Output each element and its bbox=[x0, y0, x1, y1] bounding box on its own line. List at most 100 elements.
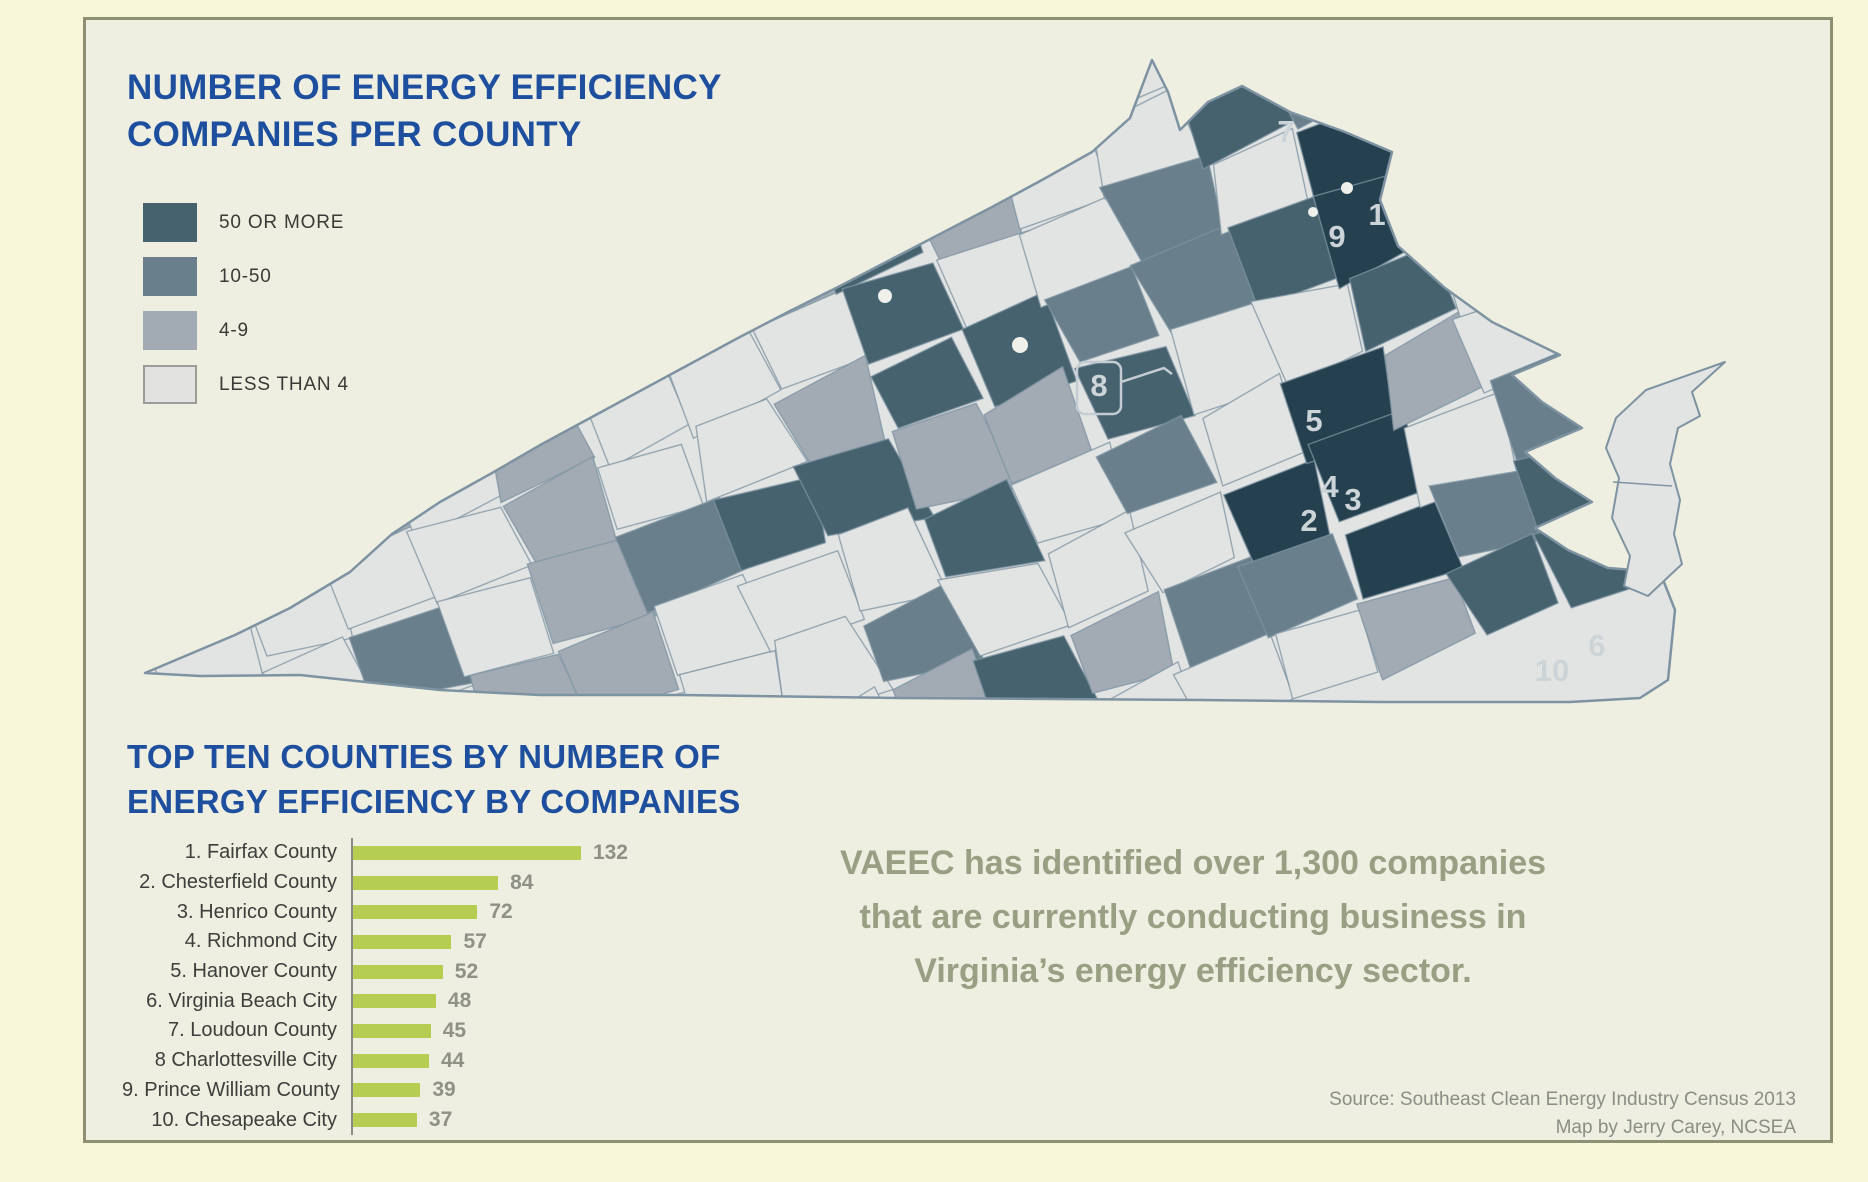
map-label-1: 1 bbox=[1368, 197, 1385, 232]
bar-track: 132 bbox=[351, 838, 628, 868]
map-label-7: 7 bbox=[1277, 114, 1294, 149]
city-speck bbox=[878, 289, 892, 303]
county-cell bbox=[1717, 447, 1740, 543]
county-cell bbox=[678, 649, 788, 702]
bar-row: 10. Chesapeake City 37 bbox=[122, 1105, 628, 1135]
county-cell bbox=[187, 174, 324, 281]
county-cell bbox=[148, 352, 276, 449]
virginia-choropleth-map: 7 1 9 8 5 4 3 2 6 10 bbox=[143, 50, 1740, 710]
bar-category-label: 2. Chesterfield County bbox=[139, 871, 337, 894]
callout-text: VAEEC has identified over 1,300 companie… bbox=[835, 836, 1551, 998]
county-cell bbox=[519, 60, 643, 68]
bar-category-label: 1. Fairfax County bbox=[184, 841, 337, 864]
county-cell bbox=[247, 63, 382, 162]
county-cell bbox=[1249, 282, 1364, 389]
credit-line: Map by Jerry Carey, NCSEA bbox=[1555, 1117, 1796, 1138]
chart-title-line1: TOP TEN COUNTIES BY NUMBER OF bbox=[127, 738, 721, 775]
bar bbox=[353, 1113, 417, 1128]
county-cell bbox=[559, 60, 678, 141]
bar-value: 37 bbox=[428, 1108, 453, 1132]
bar-row: 8 Charlottesville City 44 bbox=[122, 1045, 628, 1076]
map-label-6: 6 bbox=[1588, 628, 1605, 663]
bar-category-label: 10. Chesapeake City bbox=[151, 1108, 337, 1131]
bar-category-label: 4. Richmond City bbox=[184, 930, 337, 953]
county-cell bbox=[322, 50, 424, 51]
legend-label: LESS THAN 4 bbox=[219, 373, 349, 395]
city-speck bbox=[1012, 337, 1028, 353]
county-cell bbox=[469, 653, 592, 702]
chart-title-line2: ENERGY EFFICIENCY BY COMPANIES bbox=[127, 783, 741, 820]
county-cell bbox=[380, 93, 488, 213]
bar-track: 45 bbox=[351, 1016, 466, 1046]
bar-row: 7. Loudoun County 45 bbox=[122, 1016, 628, 1046]
county-cell bbox=[145, 380, 188, 476]
county-cell bbox=[955, 60, 1085, 165]
bar-value: 84 bbox=[510, 870, 534, 894]
county-cell bbox=[1717, 110, 1740, 214]
chart-title: TOP TEN COUNTIES BY NUMBER OF ENERGY EFF… bbox=[127, 734, 741, 824]
county-cell bbox=[1047, 509, 1150, 629]
county-cell bbox=[336, 60, 465, 137]
callout-line2: that are currently conducting business i… bbox=[859, 898, 1527, 936]
county-cell bbox=[972, 634, 1101, 702]
map-label-10: 10 bbox=[1535, 653, 1569, 688]
city-specks bbox=[878, 182, 1353, 353]
county-cell bbox=[1495, 93, 1613, 210]
legend-row: 50 OR MORE bbox=[143, 203, 349, 242]
legend: 50 OR MORE 10-50 4-9 LESS THAN 4 bbox=[143, 203, 349, 419]
county-cell bbox=[145, 60, 173, 155]
county-cell bbox=[1436, 202, 1563, 320]
map-label-8: 8 bbox=[1090, 368, 1107, 403]
bar-value: 52 bbox=[454, 959, 479, 983]
county-cell bbox=[496, 138, 603, 246]
county-cell bbox=[1399, 131, 1525, 255]
county-cell bbox=[603, 181, 728, 286]
county-cell bbox=[1349, 60, 1472, 97]
bar-category-label: 7. Loudoun County bbox=[167, 1019, 337, 1042]
bar-track: 52 bbox=[351, 956, 479, 987]
bar bbox=[353, 934, 452, 949]
county-cell bbox=[536, 290, 669, 391]
bar bbox=[353, 875, 499, 890]
bar-track: 39 bbox=[351, 1075, 456, 1106]
county-cell bbox=[506, 221, 636, 319]
bar-category-label: 8 Charlottesville City bbox=[154, 1049, 337, 1072]
county-cell bbox=[426, 253, 536, 354]
county-cell bbox=[242, 314, 375, 416]
source-line: Source: Southeast Clean Energy Industry … bbox=[1329, 1089, 1796, 1110]
bar-value: 44 bbox=[440, 1048, 465, 1072]
county-cell bbox=[1274, 609, 1379, 700]
county-cell bbox=[923, 478, 1046, 578]
map-rank-labels: 7 1 9 8 5 4 3 2 6 10 bbox=[1090, 114, 1605, 688]
bar-value: 39 bbox=[432, 1078, 456, 1102]
county-cell bbox=[672, 75, 783, 174]
county-cell bbox=[227, 225, 348, 335]
bar-row: 2. Chesterfield County 84 bbox=[122, 867, 628, 898]
bar-track: 57 bbox=[351, 927, 487, 957]
county-cell bbox=[166, 677, 285, 702]
county-cell bbox=[1095, 414, 1218, 515]
county-cell bbox=[291, 124, 408, 251]
bar-row: 6. Virginia Beach City 48 bbox=[122, 986, 628, 1017]
county-cell bbox=[688, 152, 824, 247]
county-cell bbox=[1000, 703, 1113, 710]
legend-swatch bbox=[143, 203, 197, 242]
map-title-line2: COMPANIES PER COUNTY bbox=[127, 115, 582, 154]
legend-label: 10-50 bbox=[219, 265, 272, 287]
county-cell bbox=[145, 60, 260, 133]
county-cell bbox=[876, 75, 1006, 189]
legend-label: 4-9 bbox=[219, 319, 249, 341]
county-cell bbox=[401, 171, 518, 284]
county-cell bbox=[870, 336, 985, 430]
county-cell bbox=[1686, 50, 1740, 140]
county-cell bbox=[145, 124, 192, 239]
county-cell bbox=[1355, 576, 1477, 681]
county-cell bbox=[1447, 60, 1559, 74]
county-cell bbox=[1236, 532, 1359, 639]
county-cell bbox=[145, 524, 246, 637]
bar-track: 44 bbox=[351, 1045, 465, 1076]
eastern-shore bbox=[1605, 361, 1726, 597]
city-speck bbox=[1308, 207, 1318, 217]
callout-line3: Virginia’s energy efficiency sector. bbox=[914, 952, 1472, 990]
bar bbox=[353, 1023, 431, 1038]
